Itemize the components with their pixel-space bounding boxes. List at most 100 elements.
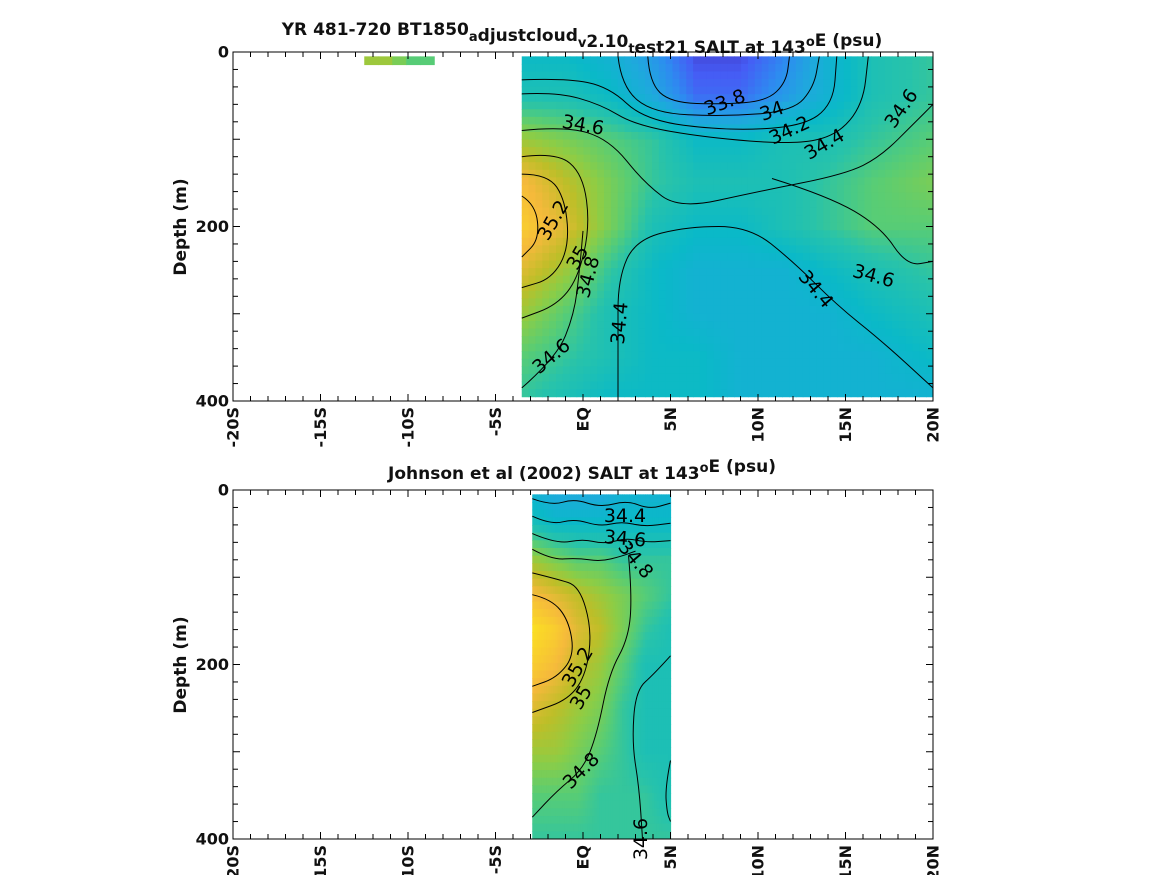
field-cell [576,708,579,718]
field-cell [562,56,571,65]
field-cell [576,275,585,284]
field-cell [720,139,728,148]
field-cell [583,79,591,88]
field-cell [857,283,866,292]
field-cell [645,586,649,595]
field-cell [521,139,530,148]
field-cell [589,540,593,549]
field-cell [580,693,584,702]
field-cell [638,290,646,299]
field-cell [542,275,550,284]
field-cell [557,724,561,733]
field-cell [658,632,662,641]
field-cell [631,328,639,337]
field-cell [629,708,632,718]
field-cell [571,601,575,610]
field-cell [576,86,585,95]
field-cell [576,389,585,398]
field-cell [645,94,653,103]
field-cell [665,260,674,269]
field-cell [615,708,619,718]
field-cell [562,739,566,748]
field-cell [789,283,797,292]
field-cell [672,321,680,330]
field-cell [589,547,593,557]
field-cell [610,373,619,383]
field-cell [605,494,609,503]
field-cell [795,290,804,299]
field-cell [795,260,804,269]
field-cell [850,215,859,224]
field-cell [640,708,644,718]
field-cell [850,200,859,209]
field-cell [555,747,559,756]
field-cell [633,724,637,733]
field-cell [775,131,783,141]
field-cell [706,366,715,375]
field-cell [679,313,687,322]
field-cell [809,177,818,186]
field-cell [521,147,530,156]
field-cell [603,678,607,687]
field-cell [640,724,644,733]
field-cell [727,94,735,103]
field-cell [693,124,701,133]
field-cell [543,593,547,603]
field-cell [590,124,598,133]
field-cell [576,283,585,292]
field-cell [550,655,554,664]
field-cell [802,252,811,262]
field-cell [548,547,552,557]
field-cell [564,532,568,541]
field-cell [878,321,886,330]
field-cell [837,154,845,163]
field-cell [885,290,893,299]
field-cell [658,555,662,564]
field-cell [775,192,783,201]
field-cell [837,313,845,322]
field-cell [624,724,628,733]
field-cell [878,245,886,254]
field-cell [633,570,637,580]
field-cell [539,678,543,687]
field-cell [603,509,607,518]
field-cell [898,71,907,80]
field-cell [569,647,573,656]
field-cell [645,305,653,315]
field-cell [610,260,619,269]
field-cell [891,290,900,299]
field-cell [837,131,845,141]
field-cell [521,124,530,133]
field-cell [668,693,672,702]
field-cell [645,162,653,171]
field-cell [651,290,660,299]
field-cell [556,101,564,110]
field-cell [658,373,667,383]
field-cell [843,184,852,194]
field-cell [617,517,621,526]
field-cell [802,71,811,80]
field-cell [556,373,564,383]
field-cell [564,601,568,610]
field-cell [562,609,566,618]
field-cell [647,724,651,733]
field-cell [809,184,818,194]
field-cell [864,298,872,307]
field-cell [638,169,646,178]
field-cell [535,162,543,171]
field-cell [571,570,575,580]
field-cell [720,351,728,360]
field-cell [830,275,838,284]
field-cell [592,517,596,526]
field-cell [610,290,619,299]
field-cell [672,328,680,337]
field-cell [898,313,907,322]
field-cell [612,578,616,587]
field-cell [871,260,879,269]
field-cell [619,532,623,541]
field-cell [521,283,530,292]
field-cell [830,147,838,156]
field-cell [548,586,552,595]
field-cell [562,731,566,741]
field-cell [626,509,630,518]
